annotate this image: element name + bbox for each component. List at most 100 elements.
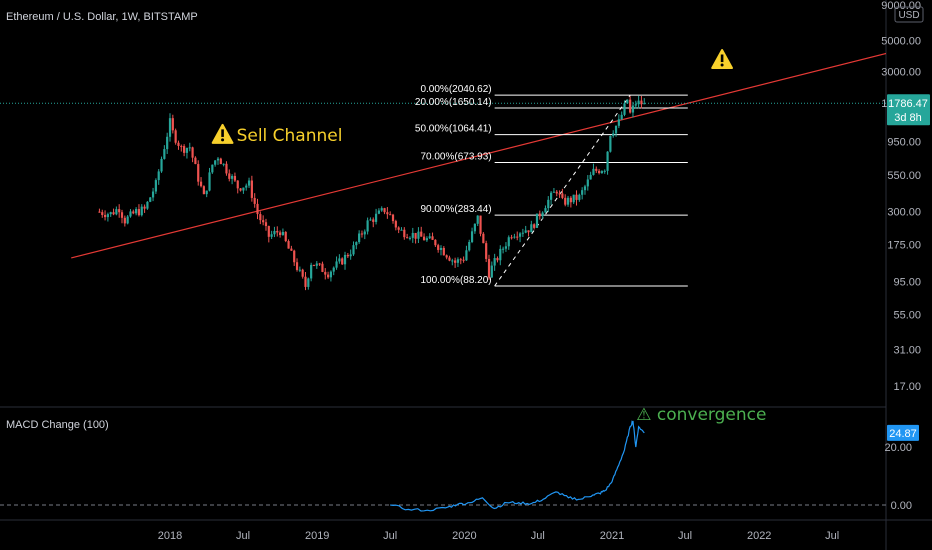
candle-body — [276, 230, 279, 233]
candle-body — [510, 237, 513, 239]
candle-body — [487, 258, 491, 278]
candle-body — [329, 271, 333, 278]
macd-axis[interactable]: 20.00 0.00 — [884, 442, 912, 512]
candle-body — [454, 260, 457, 263]
candle-body — [547, 199, 550, 209]
candle-body — [346, 254, 349, 257]
candle-body — [448, 257, 451, 261]
candle-body — [620, 114, 623, 120]
time-tick-label: 2019 — [305, 530, 329, 542]
warning-icon-dot — [221, 138, 225, 142]
candle-body — [115, 209, 118, 215]
candle-body — [270, 234, 273, 237]
candle-body — [352, 245, 355, 255]
candle-body — [208, 172, 211, 191]
candle-body — [151, 191, 155, 198]
candle-body — [180, 145, 183, 147]
candle-body — [592, 168, 595, 175]
fib-level-label: 100.00%(88.20) — [420, 275, 491, 286]
macd-layer — [0, 420, 886, 512]
candle-body — [360, 233, 364, 235]
candle-body — [312, 264, 316, 266]
sell-channel-trendline[interactable] — [71, 48, 906, 259]
candle-body — [216, 158, 220, 161]
price-tick-label: 5000.00 — [881, 36, 921, 48]
candle-body — [439, 247, 443, 250]
candle-body — [524, 230, 527, 233]
candle-body — [595, 168, 598, 171]
candle-body — [583, 186, 587, 191]
price-tick-label: 9000.00 — [881, 0, 921, 12]
warning-icon-stem — [720, 54, 724, 63]
candle-body — [589, 174, 592, 180]
candle-body — [552, 191, 556, 193]
candle-body — [581, 190, 584, 195]
candle-body — [609, 135, 612, 152]
candle-body — [631, 105, 635, 113]
candle-body — [363, 231, 366, 235]
time-tick-label: Jul — [531, 530, 545, 542]
candle-body — [465, 250, 468, 261]
candle-body — [411, 232, 414, 238]
time-tick-label: 2018 — [158, 530, 182, 542]
currency-box[interactable] — [894, 6, 924, 23]
candle-body — [445, 255, 448, 258]
candle-body — [640, 100, 643, 105]
candle-body — [456, 259, 460, 263]
convergence-label: ⚠ convergence — [636, 405, 766, 425]
candle-body — [397, 227, 400, 230]
candle-body — [341, 258, 344, 265]
candle-body — [578, 194, 581, 200]
candle-body — [149, 197, 152, 202]
candle-body — [513, 236, 516, 238]
price-axis[interactable]: 9000.005000.003000.001800.00950.00550.00… — [881, 0, 921, 393]
chart-title: Ethereum / U.S. Dollar, 1W, BITSTAMP — [6, 11, 198, 23]
price-tick-label: 95.00 — [893, 276, 921, 288]
candle-body — [183, 146, 186, 153]
candle-body — [228, 173, 231, 179]
candle-body — [256, 203, 259, 215]
fib-trend-dashed[interactable] — [494, 94, 631, 287]
candle-body — [231, 175, 234, 179]
candle-body — [335, 261, 338, 268]
price-tick-label: 175.00 — [887, 239, 921, 251]
candle-body — [617, 119, 620, 126]
last-price-badge[interactable] — [887, 94, 930, 126]
candle-body — [417, 231, 420, 239]
candle-body — [273, 230, 276, 235]
candle-body — [603, 170, 606, 172]
macd-tick-label: 0.00 — [891, 500, 912, 512]
candle-body — [166, 136, 169, 150]
candle-body — [358, 233, 361, 243]
candle-body — [490, 265, 493, 278]
candle-body — [214, 160, 217, 165]
candle-body — [163, 149, 166, 159]
candle-body — [146, 201, 149, 209]
candle-body — [304, 276, 307, 287]
candle-body — [637, 100, 640, 105]
macd-value-badge[interactable] — [887, 424, 919, 441]
candle-body — [225, 163, 228, 174]
price-tick-label: 950.00 — [887, 137, 921, 149]
candle-body — [250, 180, 253, 198]
sell-channel-label: Sell Channel — [237, 126, 343, 146]
price-tick-label: 31.00 — [893, 345, 921, 357]
candle-body — [403, 229, 406, 238]
candle-body — [188, 147, 191, 149]
candle-body — [321, 263, 324, 272]
candle-body — [629, 99, 632, 113]
time-axis[interactable]: 2018 Jul 2019 Jul 2020 Jul 2021 Jul 2022 Jul — [158, 530, 839, 542]
candle-body — [343, 254, 347, 265]
candle-body — [194, 157, 197, 165]
macd-series-line[interactable] — [390, 420, 645, 512]
fib-level-label: 20.00%(1650.14) — [415, 97, 492, 108]
candle-body — [98, 211, 101, 213]
candle-body — [132, 211, 135, 214]
candle-body — [530, 224, 533, 233]
candle-body — [493, 258, 496, 266]
candle-body — [278, 232, 282, 235]
candle-body — [558, 193, 561, 195]
candle-body — [298, 269, 301, 271]
candle-body — [219, 158, 222, 165]
